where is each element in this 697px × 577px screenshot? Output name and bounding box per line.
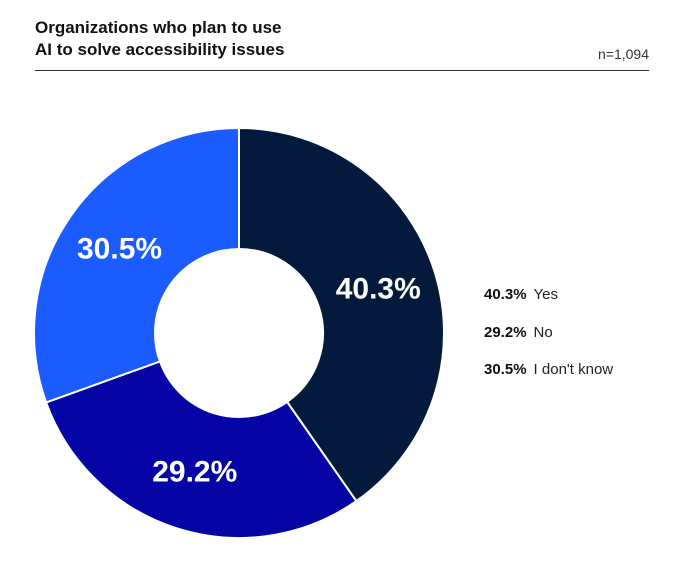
header-divider: [35, 70, 649, 71]
data-label-no: 29.2%: [152, 456, 237, 489]
legend-label-no: No: [533, 323, 553, 341]
legend-label-yes: Yes: [533, 286, 559, 303]
chart-title-line-1: Organizations who plan to use: [35, 18, 282, 37]
slice-dont-know: [33, 126, 240, 404]
slice-no: [44, 360, 358, 539]
legend-value-dont-know: 30.5%: [484, 361, 527, 378]
legend-label-dont-know: I don't know: [533, 361, 614, 378]
legend-value-yes: 40.3%: [484, 286, 527, 303]
chart-title-line-2: AI to solve accessibility issues: [35, 40, 285, 59]
data-label-yes: 40.3%: [336, 273, 421, 306]
legend-value-no: 29.2%: [484, 323, 527, 341]
chart-legend: 40.3% Yes 29.2% No 30.5% I don't know: [484, 286, 613, 399]
slice-yes: [238, 126, 445, 503]
sample-size-label: n=1,094: [598, 46, 649, 62]
data-label-dont-know: 30.5%: [77, 233, 162, 266]
legend-item-no: 29.2% No: [484, 324, 613, 362]
legend-item-yes: 40.3% Yes: [484, 286, 613, 324]
legend-item-dont-know: 30.5% I don't know: [484, 361, 613, 399]
chart-title: Organizations who plan to use AI to solv…: [35, 17, 435, 61]
